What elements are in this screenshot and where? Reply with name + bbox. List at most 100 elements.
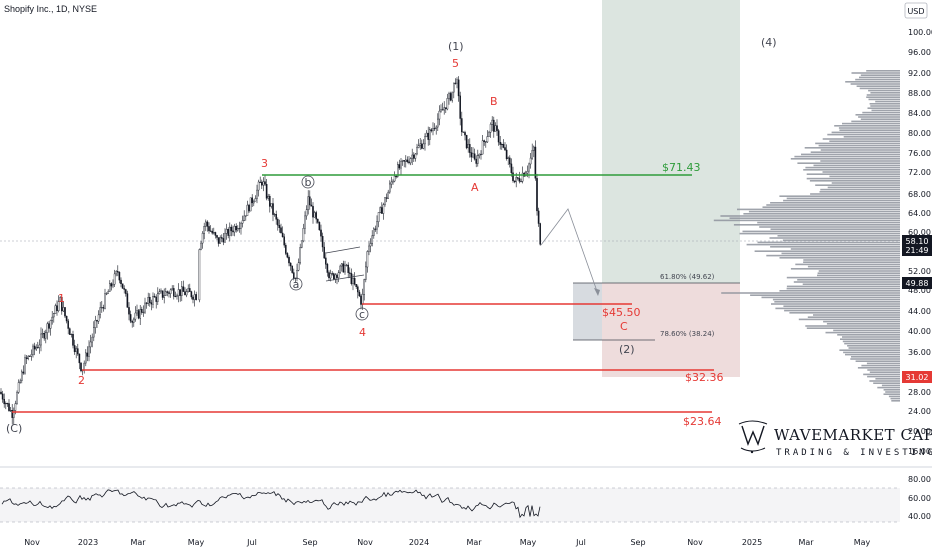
volume-bar <box>786 276 900 279</box>
candle-body-129 <box>208 226 210 232</box>
candle-body-302 <box>485 141 487 143</box>
volume-bar <box>803 261 900 263</box>
time-axis[interactable]: Nov 2023 Mar May Jul Sep Nov 2024 Mar May Jul Sep No… <box>24 538 870 547</box>
candle-body-221 <box>355 284 358 287</box>
volume-bar <box>829 140 900 142</box>
candle-body-185 <box>297 262 300 271</box>
candle-body-252 <box>405 159 407 162</box>
time-tick-1: 2023 <box>78 538 98 547</box>
candle-body-125 <box>201 232 204 244</box>
wave-label-4: 4 <box>359 326 366 339</box>
volume-bar <box>845 81 900 83</box>
candle-body-80 <box>128 307 130 315</box>
price-tick-6: 76.00 <box>908 149 931 158</box>
volume-bar <box>856 85 900 87</box>
brand-tagline: TRADING & INVESTING <box>776 448 932 458</box>
candle-body-205 <box>329 273 332 279</box>
time-tick-15: May <box>854 538 871 547</box>
volume-bar <box>858 116 900 118</box>
volume-bar <box>809 180 900 182</box>
wave-label-c: c <box>359 308 365 321</box>
candle-body-211 <box>339 265 342 274</box>
candle-body-37 <box>59 297 61 302</box>
candle-body-334 <box>536 178 538 212</box>
candle-body-281 <box>451 91 454 101</box>
candle-body-301 <box>483 140 486 142</box>
candle-body-238 <box>382 204 385 214</box>
candle-body-299 <box>480 153 482 155</box>
price-axis[interactable]: 100.00 96.00 92.00 88.00 84.00 80.00 76.00 72.0… <box>908 28 932 456</box>
candle-body-47 <box>75 348 77 353</box>
candle-body-214 <box>344 265 346 273</box>
candle-body-102 <box>163 295 166 298</box>
candle-body-168 <box>270 203 273 207</box>
candle-body-78 <box>124 289 127 294</box>
currency-label: USD <box>907 7 924 16</box>
volume-bar <box>806 327 900 329</box>
candle-body-65 <box>104 293 106 309</box>
currency-button[interactable] <box>904 2 928 19</box>
volume-bar <box>871 109 900 112</box>
wave-label-a: a <box>293 278 300 291</box>
candle-body-271 <box>435 126 438 129</box>
volume-bar <box>850 83 900 85</box>
candle-body-264 <box>424 136 426 145</box>
price-tick-9: 64.00 <box>908 209 931 218</box>
price-tick-8: 68.00 <box>908 190 931 199</box>
candle-body-284 <box>456 79 458 84</box>
candle-body-244 <box>392 180 394 183</box>
candle-body-184 <box>296 270 298 279</box>
candle-body-287 <box>461 118 463 133</box>
price-tick-1: 96.00 <box>908 48 931 57</box>
candle-body-160 <box>257 181 260 191</box>
candle-body-253 <box>406 159 409 162</box>
candle-body-209 <box>336 274 338 278</box>
candle-body-267 <box>429 129 431 140</box>
candle-body-296 <box>475 158 478 164</box>
volume-bar <box>837 334 900 336</box>
candle-body-242 <box>389 183 391 193</box>
volume-bar <box>826 323 900 325</box>
candle-body-24 <box>38 344 41 348</box>
candle-body-201 <box>323 246 326 259</box>
volume-bar <box>840 338 900 340</box>
candle-body-192 <box>309 196 311 206</box>
volume-bar <box>774 301 900 303</box>
candle-body-236 <box>379 207 382 213</box>
candle-body-335 <box>537 210 540 224</box>
volume-bar <box>873 382 900 384</box>
wave-label-2-primary: (2) <box>619 343 635 356</box>
candle-body-282 <box>453 82 455 93</box>
candle-body-26 <box>41 333 44 335</box>
candle-body-164 <box>264 181 266 185</box>
symbol-title[interactable]: Shopify Inc., 1D, NYSE <box>4 4 97 14</box>
candle-body-213 <box>342 263 345 273</box>
volume-bar <box>825 331 900 334</box>
candle-body-158 <box>254 198 257 202</box>
candle-body-254 <box>408 161 410 164</box>
volume-bar <box>868 98 900 101</box>
time-tick-14: Mar <box>798 538 814 547</box>
candle-body-88 <box>140 309 143 313</box>
rsi-tick-0: 80.00 <box>908 475 931 484</box>
candle-body-303 <box>486 136 489 143</box>
candle-body-161 <box>259 181 262 183</box>
candle-body-272 <box>437 118 439 128</box>
candle-body-49 <box>78 353 81 364</box>
wave-label-1-primary: (1) <box>448 40 464 53</box>
candle-body-288 <box>462 131 465 133</box>
candle-body-11 <box>17 382 20 393</box>
candle-body-298 <box>478 153 481 157</box>
time-tick-5: Sep <box>302 538 317 547</box>
triangle-upper-line <box>325 246 361 254</box>
price-tick-3: 88.00 <box>908 89 931 98</box>
volume-bar <box>805 166 900 169</box>
time-tick-0: Nov <box>24 538 40 547</box>
candle-body-76 <box>121 283 124 289</box>
volume-bar <box>786 287 900 290</box>
price-badge-red <box>902 371 932 383</box>
volume-bar <box>818 144 900 147</box>
volume-bar <box>823 320 900 323</box>
volume-bar <box>777 235 900 237</box>
